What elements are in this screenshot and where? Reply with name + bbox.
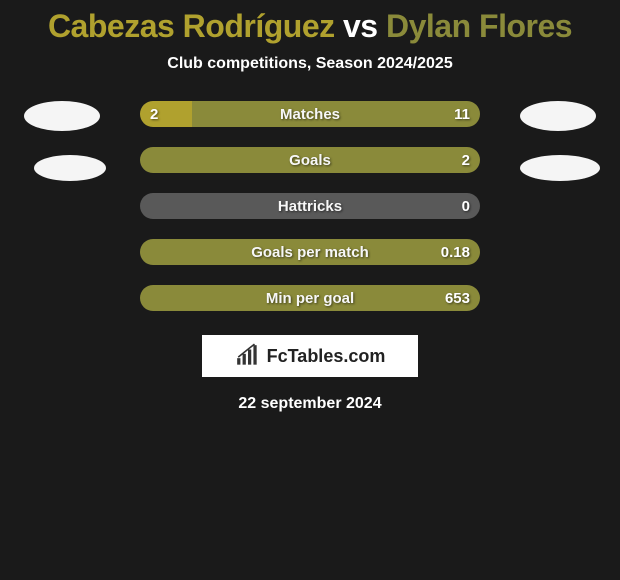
bar-value-right: 653 bbox=[445, 285, 470, 311]
bars: 2 Matches 11 Goals 2 Hattricks 0 bbox=[140, 101, 480, 311]
bar-row: Hattricks 0 bbox=[140, 193, 480, 219]
bar-value-right: 0.18 bbox=[441, 239, 470, 265]
bar-row: Goals per match 0.18 bbox=[140, 239, 480, 265]
avatar-left-1 bbox=[24, 101, 100, 131]
branding-label: FcTables.com bbox=[267, 346, 386, 367]
bar-label: Hattricks bbox=[140, 193, 480, 219]
title-player-right: Dylan Flores bbox=[386, 8, 572, 44]
bar-label: Matches bbox=[140, 101, 480, 127]
page-title: Cabezas Rodríguez vs Dylan Flores bbox=[0, 0, 620, 45]
avatar-right-2 bbox=[520, 155, 600, 181]
chart-area: 2 Matches 11 Goals 2 Hattricks 0 bbox=[0, 101, 620, 413]
bar-label: Goals per match bbox=[140, 239, 480, 265]
bar-label: Min per goal bbox=[140, 285, 480, 311]
bar-value-right: 2 bbox=[462, 147, 470, 173]
avatar-left-2 bbox=[34, 155, 106, 181]
date-label: 22 september 2024 bbox=[0, 395, 620, 413]
stats-card: Cabezas Rodríguez vs Dylan Flores Club c… bbox=[0, 0, 620, 580]
bar-row: 2 Matches 11 bbox=[140, 101, 480, 127]
bar-value-right: 0 bbox=[462, 193, 470, 219]
avatar-right-1 bbox=[520, 101, 596, 131]
bar-row: Min per goal 653 bbox=[140, 285, 480, 311]
branding-badge: FcTables.com bbox=[202, 335, 418, 377]
bar-row: Goals 2 bbox=[140, 147, 480, 173]
bar-label: Goals bbox=[140, 147, 480, 173]
bar-value-right: 11 bbox=[454, 101, 470, 127]
title-vs: vs bbox=[343, 8, 378, 44]
subtitle: Club competitions, Season 2024/2025 bbox=[0, 55, 620, 73]
barchart-icon bbox=[235, 343, 261, 369]
title-player-left: Cabezas Rodríguez bbox=[48, 8, 335, 44]
